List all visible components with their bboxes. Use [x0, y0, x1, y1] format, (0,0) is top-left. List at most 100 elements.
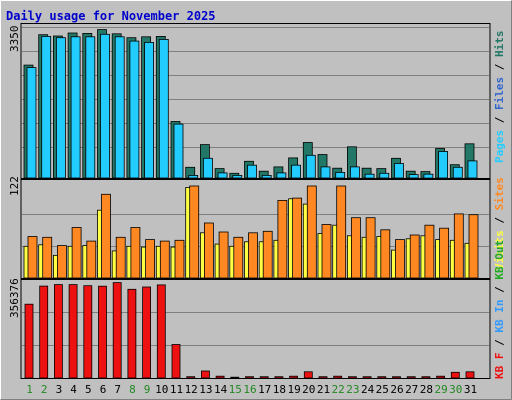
bar-sites-day-6 [101, 193, 111, 279]
x-tick-label-day-3: 3 [56, 383, 63, 396]
bar-sites-day-22 [336, 185, 347, 279]
bar-sites-day-28 [424, 224, 435, 279]
bar-files-day-23 [349, 166, 360, 179]
x-tick-label-day-6: 6 [100, 383, 107, 396]
bar-files-day-11 [173, 123, 184, 179]
bar-sites-day-20 [306, 185, 317, 279]
bar-sites-day-19 [292, 197, 303, 279]
bar-sites-day-2 [42, 236, 53, 279]
label-sep: / [493, 57, 506, 77]
panel3-max-label: 356376 [8, 278, 21, 318]
panel2-max-label: 122 [8, 176, 21, 196]
bar-files-day-13 [202, 157, 213, 179]
panel1-series-label: Pages / Files / Hits [493, 31, 506, 164]
x-tick-label-day-23: 23 [346, 383, 359, 396]
label-kbf: KB F [493, 353, 506, 380]
x-tick-label-day-4: 4 [70, 383, 77, 396]
bar-files-day-15 [232, 174, 243, 179]
bar-files-day-20 [305, 154, 316, 179]
bar-files-day-2 [41, 36, 52, 179]
x-tick-label-day-28: 28 [420, 383, 433, 396]
bar-sites-day-24 [365, 217, 376, 279]
bar-kb-f-day-16 [245, 376, 254, 379]
label-sep: / [493, 280, 506, 300]
label-sep: / [493, 333, 506, 353]
x-tick-label-day-16: 16 [243, 383, 256, 396]
x-tick-label-day-26: 26 [390, 383, 403, 396]
x-tick-label-day-8: 8 [129, 383, 136, 396]
x-tick-label-day-5: 5 [85, 383, 92, 396]
bar-files-day-26 [394, 163, 404, 179]
bar-kb-f-day-10 [156, 284, 166, 379]
bar-kb-f-day-29 [436, 375, 446, 379]
bar-sites-day-12 [189, 185, 200, 279]
bar-files-day-31 [467, 160, 478, 179]
bar-sites-day-29 [439, 227, 450, 279]
bar-sites-day-7 [115, 236, 126, 279]
chart-title: Daily usage for November 2025 [6, 9, 216, 23]
bar-files-day-19 [291, 164, 302, 179]
label-sep: / [493, 210, 506, 230]
label-hits: Hits [493, 31, 506, 58]
bar-kb-f-day-8 [127, 288, 137, 379]
bar-files-day-28 [423, 173, 434, 179]
bar-sites-day-4 [71, 227, 82, 279]
bar-kb-f-day-20 [303, 371, 313, 379]
x-tick-label-day-11: 11 [170, 383, 183, 396]
x-tick-label-day-19: 19 [287, 383, 300, 396]
x-tick-label-day-12: 12 [185, 383, 198, 396]
bar-files-day-16 [247, 164, 257, 179]
bar-files-day-17 [261, 174, 272, 179]
panel2-series-label: Visits / Sites [493, 177, 506, 270]
x-tick-label-day-13: 13 [199, 383, 212, 396]
bar-kb-f-day-7 [112, 282, 122, 379]
bar-kb-f-day-28 [421, 376, 431, 379]
bar-kb-f-day-21 [318, 376, 328, 379]
label-sites: Sites [493, 177, 506, 210]
bar-sites-day-16 [248, 232, 258, 279]
bar-sites-day-15 [233, 236, 244, 279]
x-tick-label-day-20: 20 [302, 383, 315, 396]
bar-files-day-10 [158, 39, 169, 179]
x-tick-label-day-10: 10 [155, 383, 168, 396]
label-visits: Visits [493, 230, 506, 270]
x-tick-label-day-25: 25 [376, 383, 389, 396]
bar-files-day-24 [364, 173, 375, 179]
x-tick-label-day-14: 14 [214, 383, 228, 396]
bar-files-day-12 [188, 174, 199, 179]
bar-sites-day-31 [468, 214, 479, 279]
bar-kb-f-day-22 [333, 375, 343, 379]
bar-files-day-21 [320, 166, 331, 179]
x-tick-label-day-7: 7 [114, 383, 121, 396]
bar-sites-day-3 [57, 245, 67, 279]
x-tick-label-day-15: 15 [229, 383, 242, 396]
bar-sites-day-9 [145, 239, 156, 279]
bar-sites-day-23 [350, 217, 361, 279]
x-tick-label-day-9: 9 [144, 383, 151, 396]
x-tick-label-day-31: 31 [464, 383, 477, 396]
label-sep: / [493, 110, 506, 130]
bar-sites-day-14 [218, 231, 229, 279]
bar-kb-f-day-11 [171, 344, 181, 379]
bar-sites-day-17 [262, 230, 273, 279]
bar-sites-day-25 [380, 229, 391, 279]
x-tick-label-day-17: 17 [258, 383, 271, 396]
bar-kb-f-day-12 [186, 376, 196, 379]
bar-files-day-27 [408, 174, 419, 179]
x-tick-label-day-21: 21 [317, 383, 330, 396]
bar-kb-f-day-25 [377, 376, 387, 379]
bar-sites-day-1 [27, 236, 38, 279]
bar-kb-f-day-9 [142, 286, 152, 379]
bar-kb-f-day-23 [347, 376, 357, 379]
bar-files-day-9 [144, 42, 155, 179]
bar-sites-day-21 [321, 224, 332, 279]
bar-files-day-14 [217, 172, 228, 179]
bar-files-day-8 [129, 40, 140, 179]
x-tick-label-day-27: 27 [405, 383, 418, 396]
bar-sites-day-26 [395, 239, 405, 279]
bar-kb-f-day-15 [230, 376, 240, 379]
bar-kb-f-day-2 [39, 285, 49, 379]
bar-kb-f-day-26 [392, 376, 401, 379]
bar-files-day-3 [56, 37, 66, 179]
